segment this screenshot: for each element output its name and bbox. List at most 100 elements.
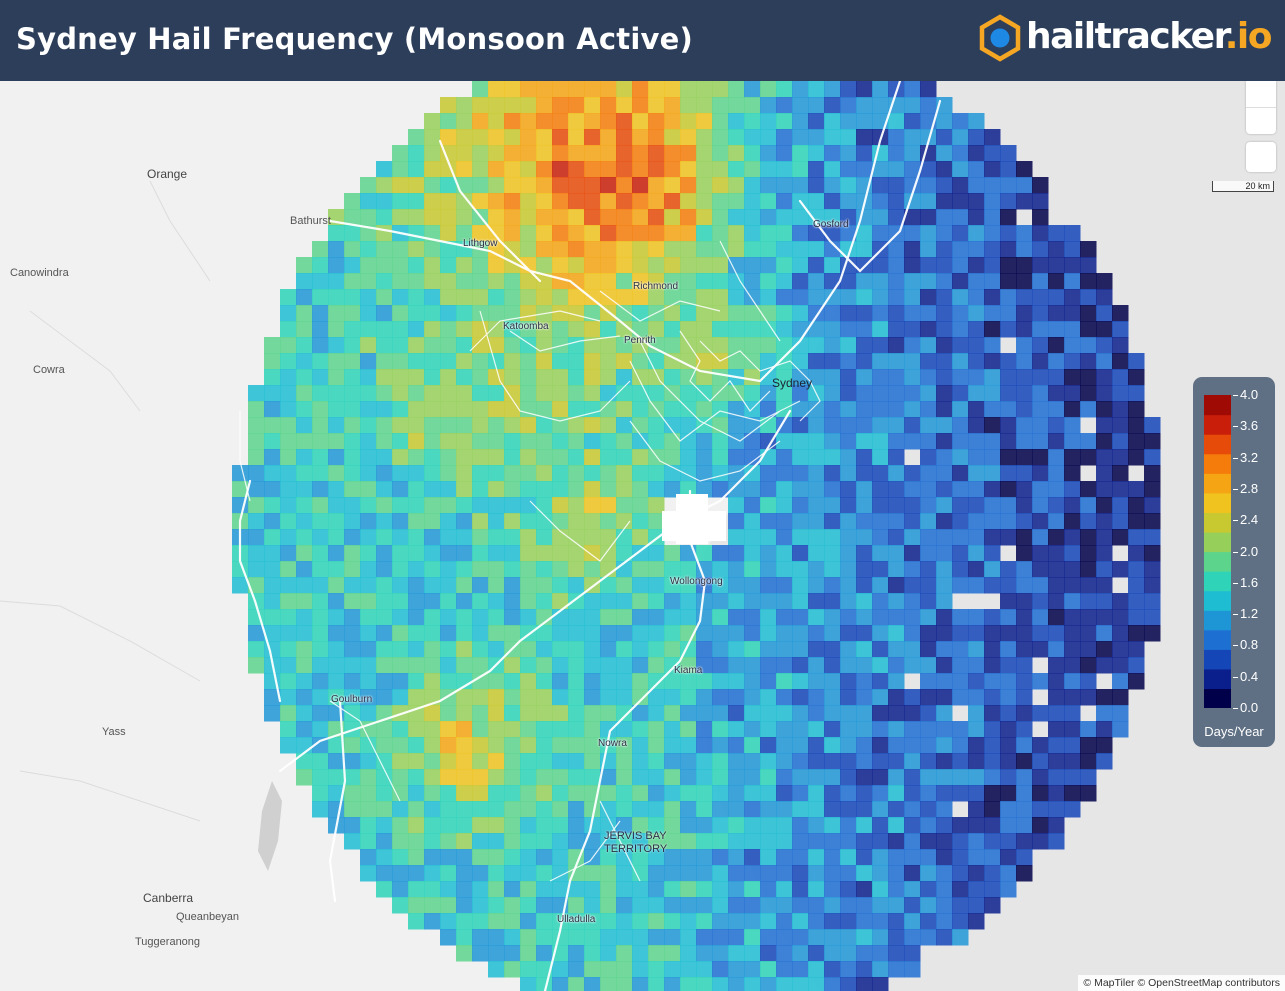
hail-cell: [984, 753, 1001, 770]
hail-cell: [920, 753, 937, 770]
hail-cell: [808, 897, 825, 914]
hail-cell: [648, 81, 665, 98]
hail-cell: [456, 113, 473, 130]
hail-cell: [632, 737, 649, 754]
hail-cell: [840, 321, 857, 338]
hail-cell: [1064, 545, 1081, 562]
compass-icon[interactable]: [1246, 142, 1276, 172]
hail-cell: [488, 577, 505, 594]
hail-cell: [1016, 273, 1033, 290]
hail-cell: [616, 369, 633, 386]
zoom-in-icon[interactable]: [1246, 81, 1276, 108]
hail-cell: [664, 609, 681, 626]
hail-cell: [1128, 401, 1145, 418]
hail-cell: [744, 161, 761, 178]
hail-cell: [824, 97, 841, 114]
hail-cell: [1032, 449, 1049, 466]
hail-cell: [872, 737, 889, 754]
hail-cell: [1128, 353, 1145, 370]
hail-cell: [520, 593, 537, 610]
hail-cell: [1000, 641, 1017, 658]
zoom-out-icon[interactable]: [1246, 108, 1276, 134]
hail-cell: [1000, 737, 1017, 754]
hail-cell: [984, 257, 1001, 274]
hail-cell: [1048, 513, 1065, 530]
hail-cell: [696, 897, 713, 914]
hail-cell: [808, 913, 825, 930]
hail-cell: [408, 529, 425, 546]
hail-cell: [648, 209, 665, 226]
hail-cell: [504, 961, 521, 978]
hail-cell: [344, 785, 361, 802]
hail-cell: [584, 321, 601, 338]
hail-cell: [952, 353, 969, 370]
hail-cell: [792, 737, 809, 754]
hail-cell: [392, 881, 409, 898]
hail-cell: [936, 161, 953, 178]
hail-cell: [296, 721, 313, 738]
hail-cell: [1032, 673, 1049, 690]
hail-cell: [392, 257, 409, 274]
hail-cell: [1096, 305, 1113, 322]
hail-cell: [840, 337, 857, 354]
map-view[interactable]: Orange Bathurst Canowindra Cowra Yass Ca…: [0, 81, 1285, 991]
hail-cell: [552, 225, 569, 242]
hail-cell: [600, 945, 617, 962]
hail-cell: [536, 817, 553, 834]
hail-cell: [680, 97, 697, 114]
hail-cell: [808, 273, 825, 290]
hail-cell: [424, 209, 441, 226]
hail-cell: [248, 465, 265, 482]
hail-cell: [488, 513, 505, 530]
hail-cell: [984, 401, 1001, 418]
hail-cell: [520, 257, 537, 274]
hail-cell: [744, 545, 761, 562]
hail-cell: [712, 657, 729, 674]
hail-cell: [280, 689, 297, 706]
hail-cell: [728, 577, 745, 594]
hail-cell: [424, 177, 441, 194]
hail-cell: [984, 417, 1001, 434]
hail-cell: [584, 161, 601, 178]
hail-cell: [584, 977, 601, 991]
hail-cell: [344, 353, 361, 370]
hail-cell: [856, 449, 873, 466]
hail-cell: [520, 657, 537, 674]
hail-cell: [632, 961, 649, 978]
hail-cell: [376, 225, 393, 242]
hail-cell: [728, 433, 745, 450]
hail-cell: [728, 305, 745, 322]
hail-cell: [552, 977, 569, 991]
hail-cell: [744, 897, 761, 914]
hail-cell: [600, 561, 617, 578]
hail-cell: [1112, 353, 1129, 370]
hail-cell: [600, 929, 617, 946]
hail-cell: [968, 721, 985, 738]
hail-cell: [328, 385, 345, 402]
hail-cell: [552, 593, 569, 610]
hail-cell: [584, 929, 601, 946]
hail-cell: [440, 305, 457, 322]
brand-logo[interactable]: hailtracker.io: [978, 14, 1272, 62]
hail-cell: [984, 737, 1001, 754]
hail-cell: [968, 561, 985, 578]
hail-cell: [328, 817, 345, 834]
hail-cell: [600, 913, 617, 930]
hail-cell: [568, 81, 585, 98]
hail-cell: [632, 97, 649, 114]
hail-cell: [520, 305, 537, 322]
hail-cell: [296, 417, 313, 434]
hail-cell: [456, 721, 473, 738]
hail-cell: [520, 113, 537, 130]
hail-cell: [616, 657, 633, 674]
hail-cell: [664, 737, 681, 754]
map-attribution[interactable]: © MapTiler © OpenStreetMap contributors: [1078, 975, 1285, 991]
hail-cell: [248, 433, 265, 450]
hail-cell: [760, 657, 777, 674]
hail-cell: [440, 737, 457, 754]
hail-cell: [824, 337, 841, 354]
hail-cell: [888, 481, 905, 498]
place-label-tuggeranong: Tuggeranong: [135, 936, 201, 948]
hail-cell: [536, 177, 553, 194]
hail-cell: [568, 593, 585, 610]
